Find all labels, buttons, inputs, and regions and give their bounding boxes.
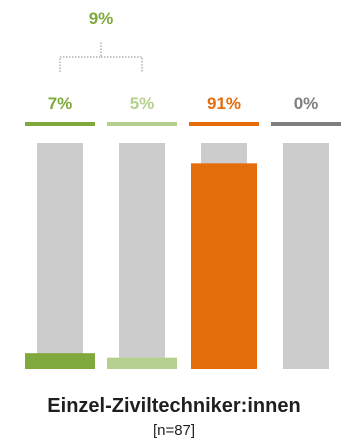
bar-header-line: [25, 122, 95, 126]
bar-background: [119, 143, 165, 369]
bar-header-line: [107, 122, 177, 126]
chart-title: Einzel-Ziviltechniker:innen: [47, 395, 301, 417]
bar-value-label: 5%: [130, 94, 155, 113]
bar-value-fill: [107, 357, 177, 369]
bar-header-line: [271, 122, 341, 126]
chart-subtitle: [n=87]: [152, 422, 196, 439]
group-bracket: [59, 41, 143, 72]
bar-chart-svg: 7% 5% 91% 0% 9%: [25, 9, 341, 369]
bar-background: [37, 143, 83, 369]
bar-value-label: 7%: [48, 94, 73, 113]
bar-header-line: [189, 122, 259, 126]
bar-value-fill: [25, 353, 95, 369]
bar-background: [283, 143, 329, 369]
group-total-label: 9%: [89, 9, 114, 28]
bar-value-fill: [191, 163, 257, 369]
bar-value-label: 0%: [294, 94, 319, 113]
bar-value-label: 91%: [207, 94, 241, 113]
